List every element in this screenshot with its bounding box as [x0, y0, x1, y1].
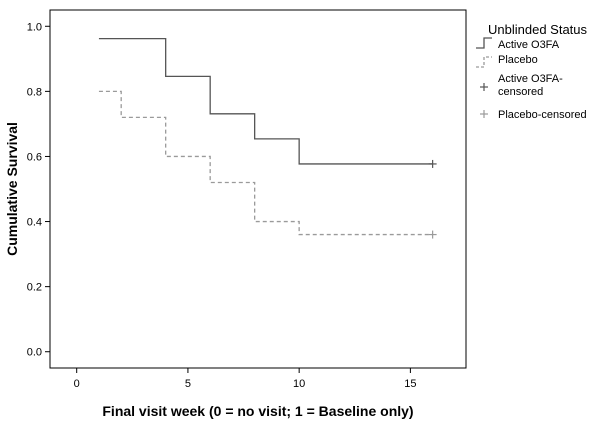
- plot-frame: [49, 9, 467, 369]
- legend-title: Unblinded Status: [488, 22, 588, 37]
- legend-label: Active O3FA: [498, 39, 560, 51]
- x-tick-label: 5: [185, 378, 191, 390]
- y-tick-label: 0.6: [27, 151, 42, 163]
- legend-label: Placebo: [498, 54, 538, 66]
- y-axis-title: Cumulative Survival: [4, 122, 20, 256]
- legend-swatch: [476, 56, 492, 68]
- y-tick-label: 0.2: [27, 282, 42, 294]
- y-tick-label: 0.4: [27, 217, 42, 229]
- y-tick-label: 0.0: [27, 347, 42, 359]
- legend-swatch: [476, 37, 492, 49]
- x-axis: 0 5 10 15: [74, 368, 417, 390]
- legend-label: Active O3FA-censored: [498, 73, 563, 98]
- censor-marker: [428, 159, 437, 168]
- legend-entry-3: Placebo-censored: [480, 109, 587, 121]
- series-line-0: [98, 37, 433, 165]
- x-tick-label: 0: [74, 378, 80, 390]
- series-line-1: [98, 90, 433, 236]
- x-tick-label: 15: [404, 378, 416, 390]
- legend-entry-0: Active O3FA: [476, 37, 560, 51]
- x-tick-label: 10: [293, 378, 305, 390]
- legend-entries: Active O3FA Placebo Active O3FA-censored Pl…: [476, 37, 587, 121]
- plot-area: [98, 37, 437, 239]
- y-tick-label: 0.8: [27, 86, 42, 98]
- legend-entry-2: Active O3FA-censored: [480, 73, 563, 98]
- legend: Unblinded Status Active O3FAPlaceboActiv…: [476, 22, 588, 121]
- y-axis: 0.0 0.2 0.4 0.6 0.8 1.0: [27, 21, 50, 359]
- x-axis-title: Final visit week (0 = no visit; 1 = Base…: [102, 403, 413, 419]
- legend-label: Placebo-censored: [498, 109, 587, 121]
- y-tick-label: 1.0: [27, 21, 42, 33]
- censor-marker: [428, 230, 437, 239]
- legend-entry-1: Placebo: [476, 54, 538, 68]
